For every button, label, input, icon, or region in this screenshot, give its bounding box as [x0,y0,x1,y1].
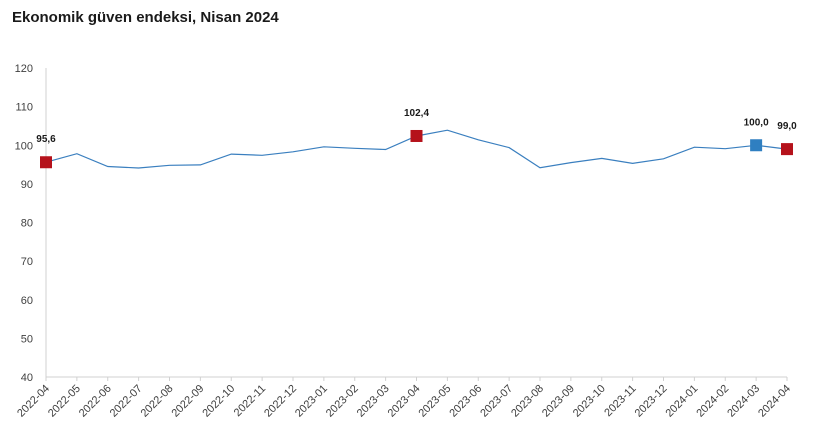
x-axis: 2022-042022-052022-062022-072022-082022-… [15,376,793,420]
data-point-marker [750,139,763,152]
x-tick-label: 2022-07 [108,383,145,420]
data-point-marker [410,129,423,142]
x-tick-label: 2024-04 [756,383,793,420]
x-tick-label: 2022-11 [232,383,268,419]
x-tick-label: 2024-03 [725,383,762,420]
x-tick-label: 2023-08 [509,383,546,420]
y-tick-label: 120 [15,63,33,75]
x-tick-label: 2023-05 [416,383,453,420]
x-tick-label: 2022-08 [139,383,176,420]
x-tick-label: 2023-10 [571,383,608,420]
y-tick-label: 90 [21,179,33,191]
y-tick-label: 80 [21,218,33,230]
marker-layer: 95,6 102,4 100,0 99,0 [36,108,797,169]
x-tick-label: 2023-09 [540,383,577,420]
x-tick-label: 2024-01 [663,383,700,420]
y-tick-label: 40 [21,372,33,384]
data-label: 99,0 [777,121,797,132]
x-tick-label: 2023-12 [633,383,670,420]
x-tick-label: 2022-05 [46,383,83,420]
chart-title: Ekonomik güven endeksi, Nisan 2024 [12,9,279,26]
y-tick-label: 70 [21,256,33,268]
y-axis: 40 50 60 70 80 90 100 110 120 [15,63,47,384]
y-tick-label: 60 [21,295,33,307]
data-point-marker [781,143,793,156]
y-tick-label: 100 [15,140,33,152]
x-tick-label: 2022-06 [77,383,114,420]
data-label: 95,6 [36,134,56,145]
x-tick-label: 2023-04 [386,383,423,420]
x-tick-label: 2023-03 [355,383,392,420]
data-label: 100,0 [744,117,769,128]
x-tick-label: 2022-12 [262,383,299,420]
x-tick-label: 2022-04 [15,383,52,420]
y-tick-label: 50 [21,333,33,345]
data-label: 102,4 [404,108,429,119]
x-tick-label: 2023-01 [293,383,330,420]
x-tick-label: 2024-02 [694,383,731,420]
x-tick-label: 2023-06 [447,383,484,420]
x-tick-label: 2023-11 [602,383,638,419]
x-tick-label: 2022-09 [169,383,206,420]
data-point-marker [40,156,52,169]
x-tick-label: 2023-07 [478,383,515,420]
x-tick-label: 2023-02 [324,383,361,420]
x-tick-label: 2022-10 [200,383,237,420]
y-tick-label: 110 [15,102,33,114]
